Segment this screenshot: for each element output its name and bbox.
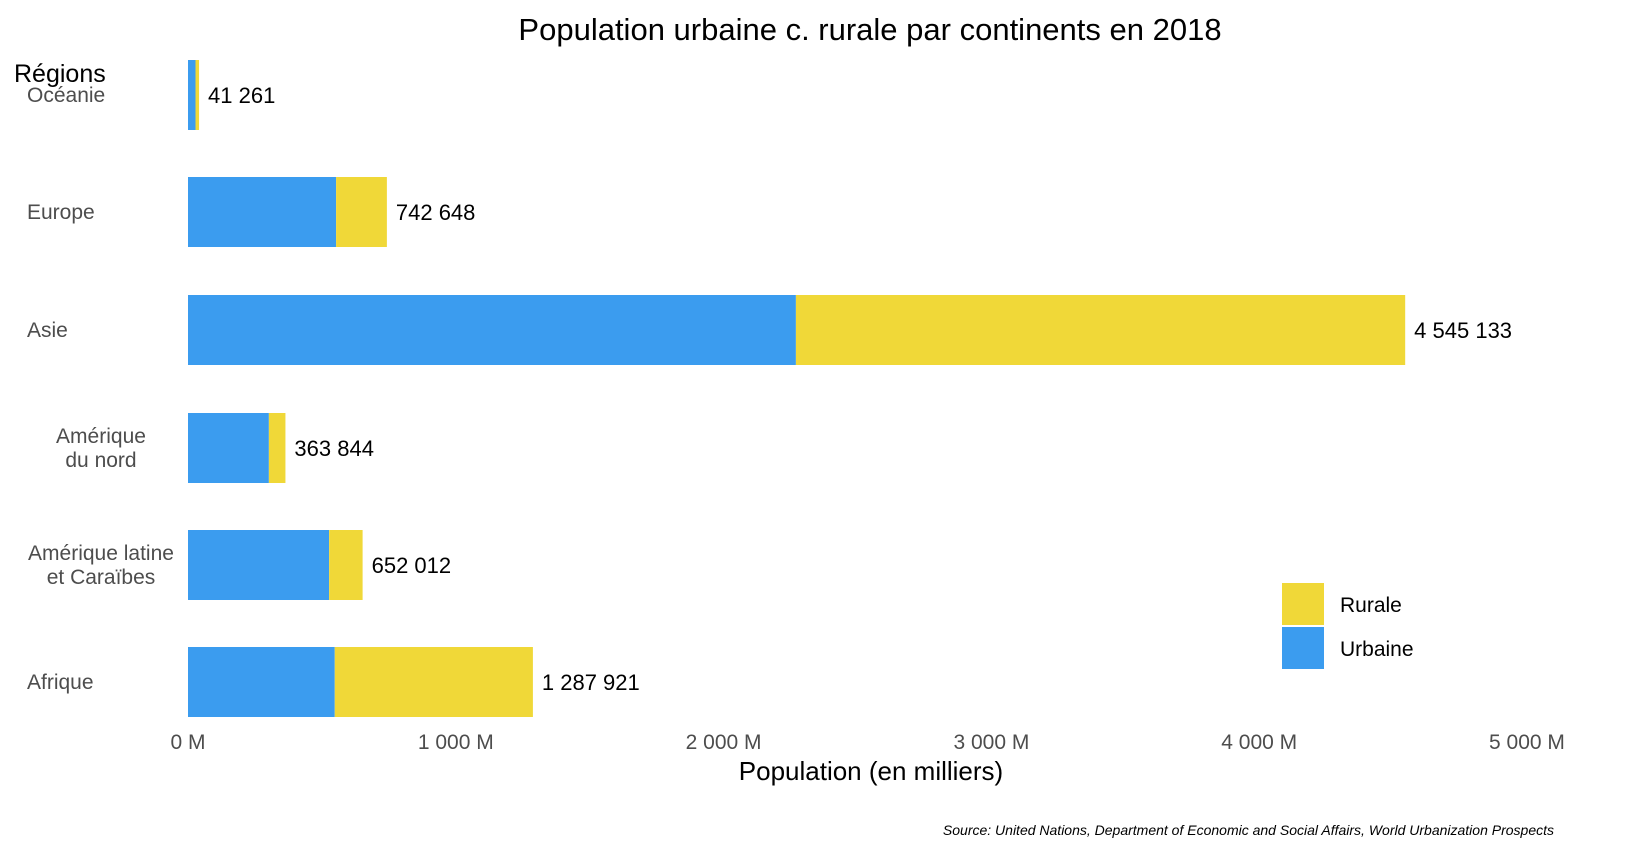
bar-rurale-4	[329, 530, 363, 600]
bars-layer	[188, 60, 1406, 717]
bar-rurale-0	[195, 60, 200, 130]
total-label-3: 363 844	[294, 436, 374, 461]
total-label-5: 1 287 921	[542, 670, 640, 695]
bar-rurale-2	[795, 295, 1406, 365]
category-label-4-0: Amérique latine	[28, 542, 174, 565]
legend-label-urbaine: Urbaine	[1340, 638, 1414, 661]
x-axis-title: Population (en milliers)	[739, 756, 1003, 786]
bar-rurale-3	[268, 413, 286, 483]
category-label-4-1: et Caraïbes	[47, 566, 156, 589]
value-labels: 41 261 742 648 4 545 133 363 844 652 012 1 28…	[208, 83, 1512, 695]
category-label-5-0: Afrique	[27, 671, 94, 694]
x-tick-1: 1 000 M	[418, 731, 494, 754]
category-label-3-0: Amérique	[56, 425, 146, 448]
bar-urbaine-3	[188, 413, 269, 483]
legend-label-rurale: Rurale	[1340, 594, 1402, 617]
total-label-0: 41 261	[208, 83, 275, 108]
x-tick-4: 4 000 M	[1221, 731, 1297, 754]
x-tick-3: 3 000 M	[953, 731, 1029, 754]
x-tick-2: 2 000 M	[686, 731, 762, 754]
legend-swatch-urbaine	[1282, 627, 1324, 669]
bar-urbaine-5	[188, 647, 335, 717]
x-tick-labels: 0 M 1 000 M 2 000 M 3 000 M 4 000 M 5 000 M	[170, 731, 1564, 754]
x-tick-0: 0 M	[170, 731, 205, 754]
bar-rurale-5	[334, 647, 533, 717]
total-label-4: 652 012	[372, 553, 452, 578]
total-label-2: 4 545 133	[1414, 318, 1512, 343]
y-axis-title: Régions	[14, 60, 106, 88]
category-label-3-1: du nord	[65, 449, 136, 472]
bar-urbaine-2	[188, 295, 796, 365]
x-tick-5: 5 000 M	[1489, 731, 1565, 754]
bar-urbaine-1	[188, 177, 337, 247]
bar-rurale-1	[336, 177, 387, 247]
bar-urbaine-0	[188, 60, 196, 130]
category-label-0-0: Océanie	[27, 84, 105, 107]
legend: Rurale Urbaine	[1282, 583, 1414, 669]
source-note: Source: United Nations, Department of Ec…	[943, 822, 1554, 838]
legend-swatch-rurale	[1282, 583, 1324, 625]
bar-urbaine-4	[188, 530, 330, 600]
chart-title: Population urbaine c. rurale par contine…	[518, 12, 1221, 47]
category-label-2-0: Asie	[27, 319, 68, 342]
total-label-1: 742 648	[396, 200, 476, 225]
category-label-1-0: Europe	[27, 201, 95, 224]
